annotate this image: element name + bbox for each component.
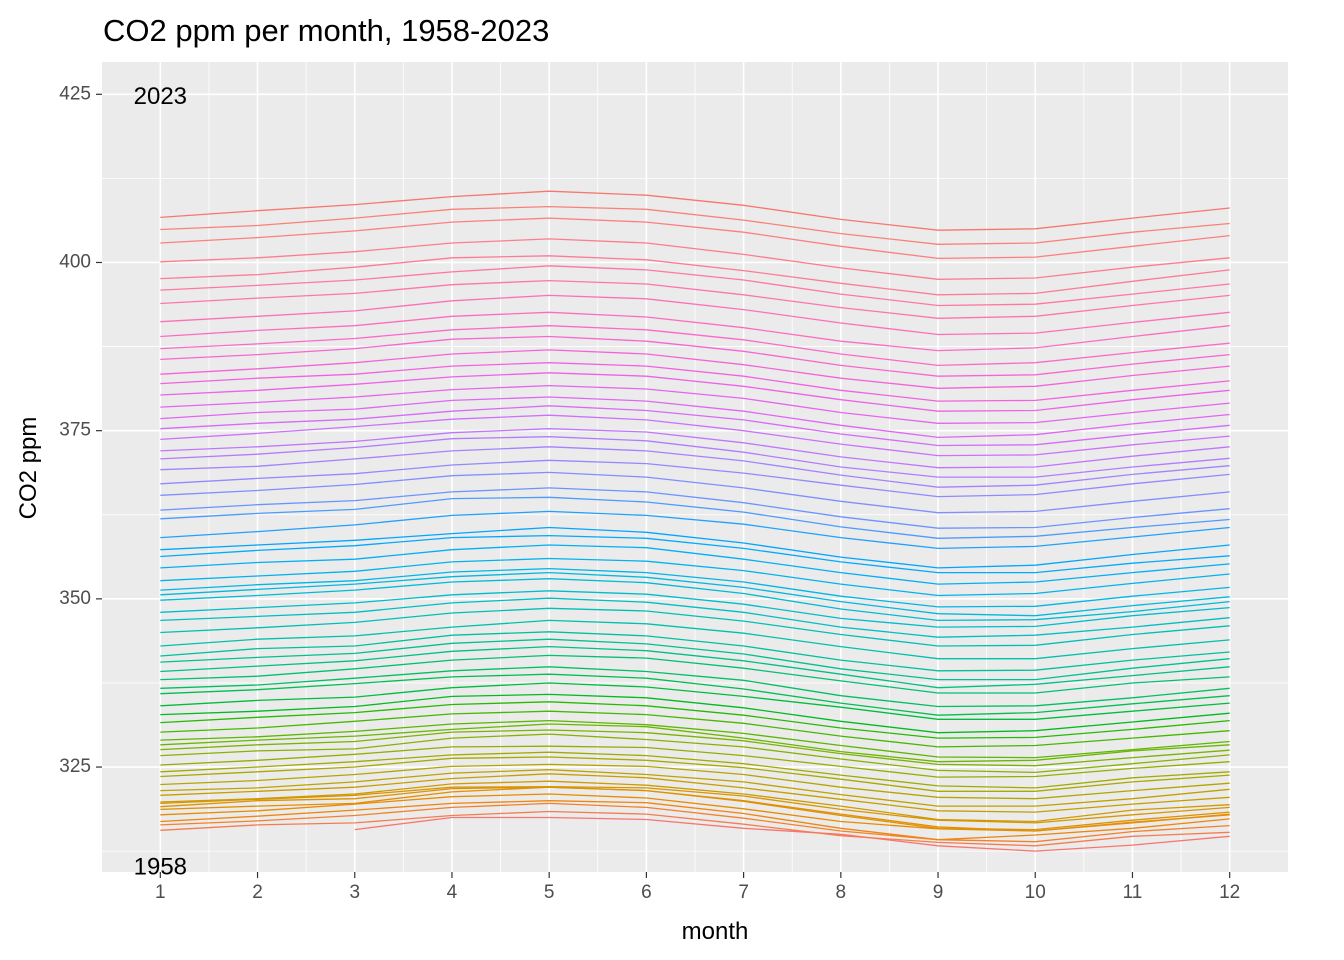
series-line-1969 — [160, 763, 1230, 800]
series-line-2019 — [160, 255, 1230, 296]
x-tick-label: 3 — [349, 882, 360, 903]
x-axis: 1 2 3 4 5 6 7 8 9 10 11 12 — [155, 872, 1240, 903]
series-line-1991 — [160, 578, 1230, 622]
series-line-1992 — [160, 571, 1230, 617]
series-line-2004 — [160, 436, 1230, 478]
series-line-2000 — [160, 487, 1230, 529]
series-line-1990 — [160, 590, 1230, 628]
x-tick-label: 7 — [738, 882, 749, 903]
series-line-1994 — [160, 557, 1230, 597]
series-line-1981 — [160, 673, 1230, 716]
y-tick-label: 375 — [59, 420, 91, 441]
x-tick-label: 4 — [447, 882, 458, 903]
series-line-1985 — [160, 638, 1230, 681]
series-line-1977 — [160, 710, 1230, 748]
series-line-2013 — [160, 335, 1230, 377]
x-tick-label: 6 — [641, 882, 652, 903]
x-tick-label: 10 — [1025, 882, 1046, 903]
x-tick-label: 8 — [836, 882, 847, 903]
x-axis-title: month — [682, 918, 749, 945]
series-line-1983 — [160, 654, 1230, 694]
series-line-1996 — [160, 534, 1230, 574]
y-tick-label: 400 — [59, 251, 91, 272]
series-line-1980 — [160, 682, 1230, 720]
series-line-1974 — [160, 729, 1230, 767]
series-line-1961 — [160, 800, 1230, 841]
series-line-2015 — [160, 311, 1230, 352]
series-line-1970 — [160, 756, 1230, 792]
y-tick-label: 425 — [59, 83, 91, 104]
series-line-1960 — [160, 802, 1230, 843]
series-line-2007 — [160, 405, 1230, 447]
series-line-1964 — [160, 786, 1230, 831]
series-line-1995 — [160, 544, 1230, 585]
series-line-1972 — [160, 745, 1230, 778]
series-line-2009 — [160, 384, 1230, 424]
x-tick-label: 9 — [933, 882, 944, 903]
series-line-1982 — [160, 666, 1230, 708]
series-line-1976 — [160, 719, 1230, 759]
series-line-2018 — [160, 265, 1230, 307]
series-line-2012 — [160, 349, 1230, 389]
series-line-2006 — [160, 414, 1230, 457]
series-line-1989 — [160, 597, 1230, 638]
series-line-1971 — [160, 751, 1230, 789]
x-tick-label: 5 — [544, 882, 555, 903]
series-line-2014 — [160, 325, 1230, 367]
series-line-1999 — [160, 496, 1230, 539]
series-line-1967 — [160, 773, 1230, 813]
series-line-2022 — [160, 205, 1230, 245]
series-line-2003 — [160, 446, 1230, 488]
series-line-1979 — [160, 693, 1230, 734]
series-line-1984 — [160, 645, 1230, 689]
x-tick-label: 2 — [252, 882, 263, 903]
series-line-1965 — [160, 785, 1230, 824]
x-tick-label: 12 — [1219, 882, 1240, 903]
series-line-2011 — [160, 362, 1230, 402]
series-line-1987 — [160, 619, 1230, 660]
chart-title: CO2 ppm per month, 1958-2023 — [103, 13, 549, 48]
series-line-2020 — [160, 238, 1230, 280]
series-line-1993 — [160, 567, 1230, 608]
series-line-1997 — [160, 526, 1230, 569]
series-line-1998 — [160, 510, 1230, 550]
series-line-2017 — [160, 279, 1230, 319]
x-tick-label: 11 — [1123, 882, 1143, 903]
series-line-2001 — [160, 471, 1230, 514]
series-line-1968 — [160, 769, 1230, 807]
y-axis: 325 350 375 400 425 — [59, 83, 102, 777]
series-line-1973 — [160, 733, 1230, 774]
series-line-2016 — [160, 294, 1230, 336]
series-line-1966 — [160, 780, 1230, 823]
series-line-1986 — [160, 631, 1230, 672]
series-line-2023 — [160, 190, 1230, 231]
series-line-1959 — [160, 810, 1230, 847]
series-line-2021 — [160, 217, 1230, 260]
series-line-1978 — [160, 701, 1230, 739]
series-line-1958 — [354, 816, 1230, 852]
x-tick-label: 1 — [155, 882, 166, 903]
series-lines — [160, 190, 1230, 852]
y-tick-label: 325 — [59, 756, 91, 777]
y-axis-title: CO2 ppm — [15, 417, 42, 520]
series-line-1975 — [160, 723, 1230, 763]
series-line-2008 — [160, 396, 1230, 439]
y-tick-label: 350 — [59, 588, 91, 609]
series-line-2002 — [160, 459, 1230, 498]
annotation-label: 2023 — [134, 83, 187, 110]
series-line-1988 — [160, 607, 1230, 647]
series-line-2010 — [160, 372, 1230, 412]
series-line-2005 — [160, 428, 1230, 469]
